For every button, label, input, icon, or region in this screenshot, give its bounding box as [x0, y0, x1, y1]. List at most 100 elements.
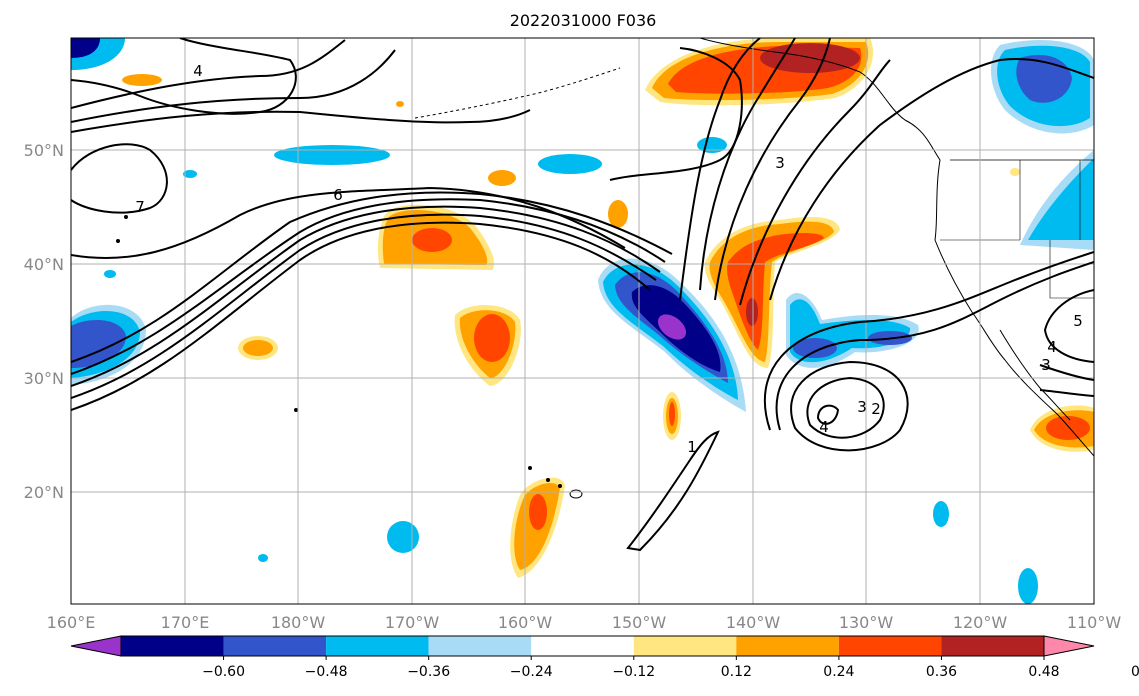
- contour-labels: 4 7 6 3 1 2 4 3 5 4 3: [135, 62, 1083, 456]
- lon-tick-label: 170°W: [385, 613, 440, 632]
- gridlines: [71, 38, 1094, 604]
- island: [528, 466, 532, 470]
- colorbar-segment: [531, 636, 634, 656]
- colorbar-extend-max: [1043, 635, 1095, 657]
- contour-line: [626, 430, 720, 552]
- contour-line: [1039, 389, 1094, 397]
- aleutians: [414, 67, 621, 119]
- positive-anomaly-shape: [1010, 168, 1020, 176]
- island: [569, 489, 583, 499]
- colorbar-segment: [121, 636, 224, 656]
- lat-tick-labels: 50°N 40°N 30°N 20°N: [24, 141, 64, 502]
- contour-label: 4: [193, 62, 203, 80]
- lon-tick-label: 140°W: [726, 613, 781, 632]
- lon-tick-label: 110°W: [1067, 613, 1122, 632]
- negative-anomaly-shape: [697, 137, 727, 153]
- lon-tick-label: 130°W: [839, 613, 894, 632]
- map-border: [70, 37, 1095, 605]
- contour-line: [609, 47, 743, 181]
- contour-line: [775, 261, 1094, 431]
- island: [558, 484, 562, 488]
- contour-line: [71, 205, 661, 387]
- colorbar-tick-label: −0.48: [305, 664, 348, 680]
- negative-anomaly-shape: [933, 501, 949, 527]
- contour-line: [769, 58, 1094, 301]
- contour-label: 3: [775, 154, 785, 172]
- colorbar-tick-label: 0.48: [1028, 664, 1059, 680]
- lon-tick-label: 160°W: [498, 613, 553, 632]
- positive-anomaly-shape: [1046, 416, 1090, 440]
- lon-tick-labels: 160°E 170°E 180°W 170°W 160°W 150°W 140°…: [47, 613, 1122, 632]
- negative-anomaly-shape: [104, 270, 116, 278]
- contour-label: 4: [1047, 338, 1057, 356]
- colorbar-tick-label: −0.12: [612, 664, 655, 680]
- colorbar-tick-label: 0.60: [1131, 664, 1139, 680]
- colorbar-segment: [223, 636, 327, 656]
- lat-tick-label: 50°N: [24, 141, 64, 160]
- map-panel: [71, 38, 1094, 604]
- negative-anomaly-shape: [71, 38, 100, 58]
- negative-anomaly-shape: [1028, 158, 1094, 240]
- north-america-coast: [859, 71, 1094, 457]
- contour-label: 4: [819, 418, 829, 436]
- lon-tick-label: 120°W: [953, 613, 1008, 632]
- negative-anomaly-shape: [387, 521, 419, 553]
- alaska-coast: [699, 38, 861, 73]
- contour-line: [1043, 289, 1094, 363]
- lon-tick-label: 150°W: [612, 613, 667, 632]
- negative-anomaly-shape: [274, 145, 390, 165]
- island: [546, 478, 550, 482]
- negative-anomaly-shape: [1018, 568, 1038, 604]
- contour-line: [71, 221, 651, 411]
- contour-label: 3: [1041, 356, 1051, 374]
- contour-line: [790, 360, 909, 452]
- lat-tick-label: 40°N: [24, 255, 64, 274]
- contour-line: [679, 38, 761, 301]
- baja-coast: [999, 329, 1071, 421]
- island: [116, 239, 120, 243]
- colorbar-segment: [428, 636, 532, 656]
- island: [294, 408, 298, 412]
- contour-line: [71, 109, 531, 133]
- contour-line: [71, 191, 673, 363]
- contour-label: 5: [1073, 312, 1083, 330]
- positive-anomaly-shape: [122, 74, 162, 86]
- lat-tick-label: 20°N: [24, 483, 64, 502]
- negative-anomaly-shape: [657, 314, 687, 340]
- contour-label: 1: [687, 438, 697, 456]
- contour-label: 2: [871, 400, 881, 418]
- colorbar-outline: [120, 635, 1045, 657]
- colorbar-tick-label: 0.12: [721, 664, 752, 680]
- colorbar-segment: [838, 636, 942, 656]
- contour-line: [699, 38, 796, 291]
- contour-line: [1039, 364, 1094, 381]
- contour-label: 6: [333, 186, 343, 204]
- contour-line: [714, 38, 831, 301]
- positive-anomaly-shape: [488, 170, 516, 186]
- lat-tick-label: 30°N: [24, 369, 64, 388]
- positive-anomaly-shape: [669, 402, 675, 426]
- contour-line: [71, 186, 626, 260]
- contour-label: 7: [135, 198, 145, 216]
- positive-anomaly-shape: [396, 101, 404, 107]
- negative-anomaly-shape: [1016, 54, 1072, 103]
- map-title: 2022031000 F036: [510, 11, 657, 30]
- colorbar-segment: [736, 636, 839, 656]
- contours: [71, 38, 1094, 552]
- contour-line: [71, 38, 297, 115]
- islands: [116, 215, 583, 499]
- colorbar: −0.60 −0.48 −0.36 −0.24 −0.12 0.12 0.24 0.36 0.4…: [70, 635, 1139, 680]
- map-layers: 4 7 6 3 1 2 4 3 5 4 3: [71, 38, 1094, 604]
- colorbar-extend-min: [70, 635, 122, 657]
- contour-line: [816, 404, 840, 425]
- negative-anomaly-shape: [183, 170, 197, 178]
- colorbar-segment: [326, 636, 429, 656]
- positive-anomaly-shape: [608, 200, 628, 228]
- positive-anomaly-shape: [529, 494, 547, 530]
- contour-line: [71, 213, 657, 399]
- positive-anomaly-shape: [243, 340, 273, 356]
- contour-line: [71, 143, 168, 214]
- contour-line: [71, 198, 666, 375]
- lon-tick-label: 170°E: [161, 613, 210, 632]
